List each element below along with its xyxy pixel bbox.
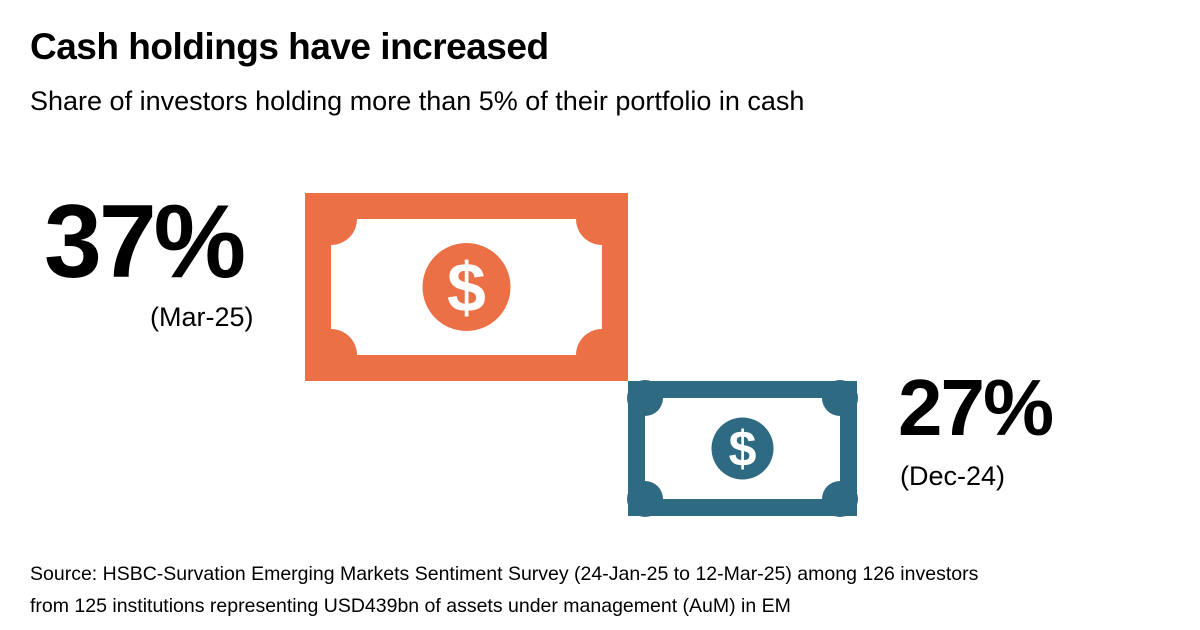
banknote-mar-25-icon: $ [305,193,628,381]
chart-subtitle: Share of investors holding more than 5% … [30,86,805,116]
banknote-corner [576,329,628,381]
dollar-coin-icon [711,417,774,480]
chart-title: Cash holdings have increased [30,26,549,67]
source-line-1: Source: HSBC-Survation Emerging Markets … [30,563,979,585]
banknote-corner [627,481,663,517]
value-mar-25: 37% [44,184,246,300]
banknote-dec-24-icon: $ [627,380,858,517]
banknote-corner [305,193,357,245]
source-line-2: from 125 institutions representing USD43… [30,595,791,617]
dollar-sign-icon: $ [729,421,757,477]
period-mar-25: (Mar-25) [150,302,254,332]
banknote-corner [822,380,858,416]
period-dec-24: (Dec-24) [900,461,1006,491]
source-note: Source: HSBC-Survation Emerging Markets … [30,558,978,622]
dollar-coin-icon [422,243,511,331]
banknote-corner [305,329,357,381]
banknote-corner [822,481,858,517]
banknote-corner [627,380,663,416]
value-dec-24: 27% [898,363,1054,452]
dollar-sign-icon: $ [447,249,486,327]
banknote-corner [576,193,628,245]
